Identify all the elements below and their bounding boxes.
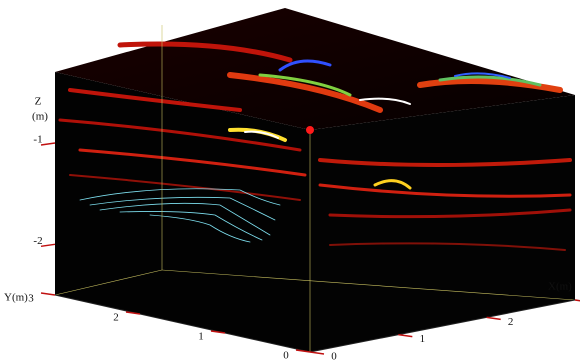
reflections <box>58 41 572 251</box>
volume <box>54 8 576 352</box>
y-tick <box>125 311 141 315</box>
z-tick-label: -1 <box>33 133 42 145</box>
x-tick-label: 2 <box>508 316 514 328</box>
contour-lines <box>79 188 281 243</box>
x-axis-line <box>309 299 576 353</box>
edges <box>54 25 576 352</box>
marker <box>306 126 314 134</box>
z-tick <box>40 243 56 248</box>
x-tick <box>309 351 325 355</box>
y-tick <box>210 330 226 334</box>
y-tick <box>295 349 311 353</box>
z-axis-label: Z <box>35 96 42 108</box>
y-tick-label: 2 <box>113 312 119 324</box>
y-axis-line <box>54 294 311 353</box>
y-tick-label: 1 <box>198 331 204 343</box>
x-tick <box>398 333 413 338</box>
x-axis-label: X(m) <box>548 281 572 293</box>
x-tick-label: 0 <box>331 351 337 363</box>
right-face <box>310 95 575 352</box>
z-tick <box>40 142 56 146</box>
y-axis-label: Y(m) <box>4 292 28 304</box>
x-tick-label: 1 <box>420 333 426 345</box>
top-face <box>55 8 575 130</box>
z-tick-label: -2 <box>33 235 42 247</box>
y-tick <box>40 292 56 296</box>
y-tick-label: 0 <box>283 350 289 362</box>
x-tick <box>486 316 501 321</box>
x-tick <box>574 299 580 302</box>
z-axis-unit: (m) <box>32 111 48 123</box>
y-tick-label: 3 <box>28 293 34 305</box>
